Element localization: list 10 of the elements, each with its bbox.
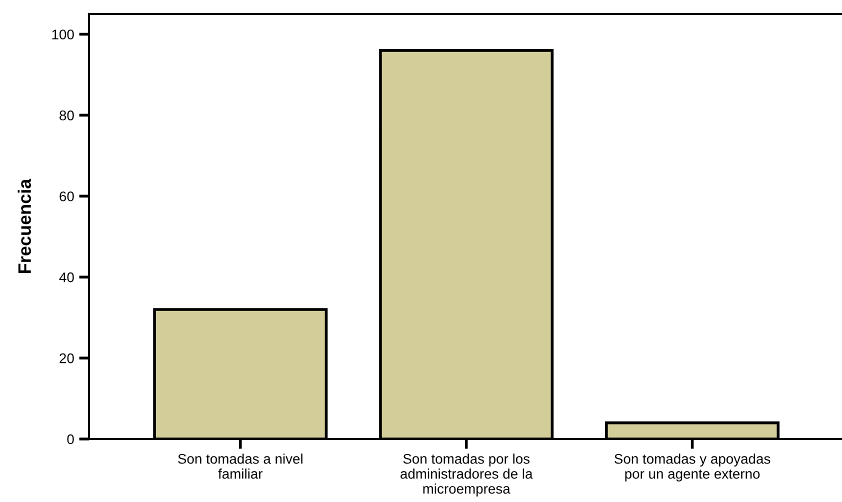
y-tick-label: 60 — [60, 191, 74, 202]
y-tick-label: 20 — [60, 353, 74, 364]
y-tick-label: 40 — [59, 272, 74, 282]
y-tick-label: 0 — [67, 434, 74, 444]
y-tick-label: 100 — [52, 30, 74, 40]
y-axis-title: Frecuencia — [18, 178, 32, 273]
x-tick-label: Son tomadas y apoyadas por un agente externo — [614, 454, 770, 482]
x-tick-label: Son tomadas a nivel familiar — [178, 454, 302, 479]
x-tick-label: Son tomadas por los administradores de la microempresa — [400, 454, 533, 496]
y-tick-label: 80 — [60, 110, 74, 120]
